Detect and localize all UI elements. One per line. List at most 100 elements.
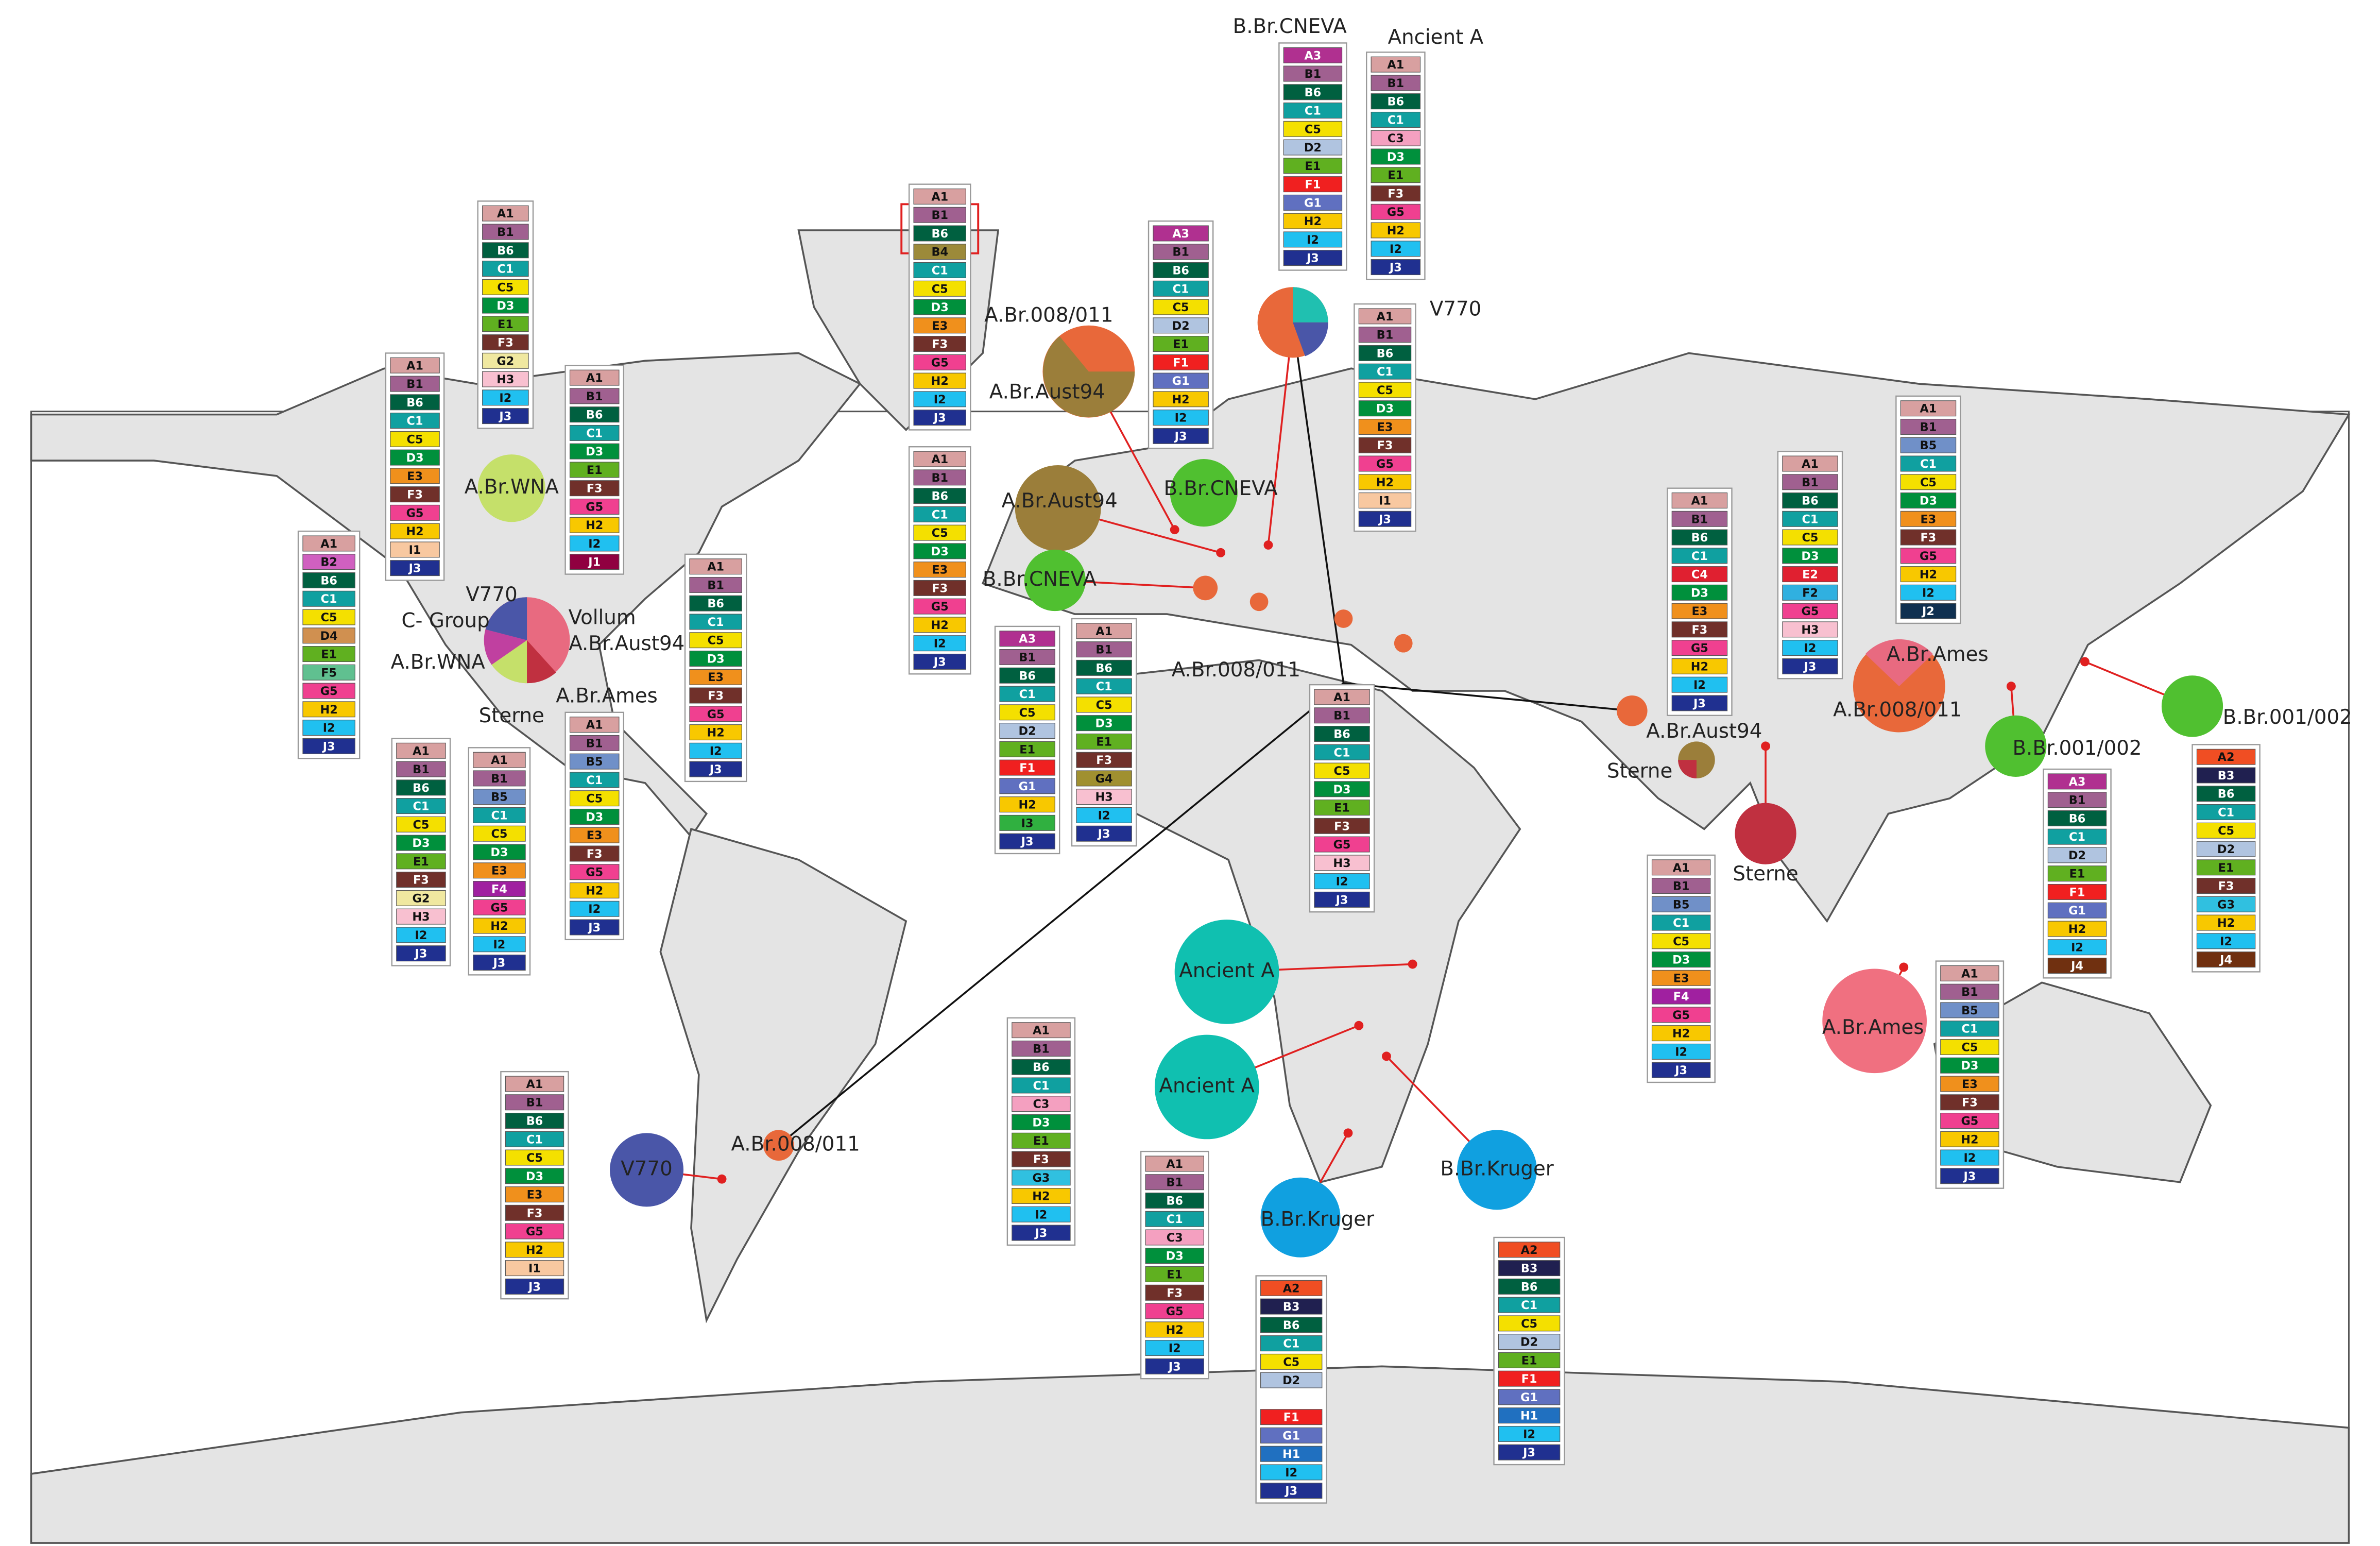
allele-cell	[1260, 1427, 1323, 1443]
allele-cell	[390, 560, 440, 576]
allele-cell	[1498, 1425, 1561, 1442]
allele-cell	[1900, 418, 1957, 435]
allele-cell	[1260, 1335, 1323, 1352]
cluster-label: A.Br.Aust94	[1646, 720, 1762, 743]
allele-cell	[1782, 492, 1838, 509]
allele-code: I2	[2071, 941, 2083, 955]
cluster-label: Ancient A	[1159, 1074, 1255, 1097]
allele-cell	[396, 853, 446, 870]
cluster	[1260, 1177, 1341, 1258]
allele-code: C1	[1388, 113, 1404, 127]
allele-cell	[302, 590, 355, 607]
allele-cell	[302, 683, 355, 699]
cluster-label: A.Br.Ames	[556, 684, 658, 707]
allele-cell	[1153, 336, 1209, 352]
allele-cell	[302, 720, 355, 736]
allele-code: G5	[1376, 457, 1394, 471]
allele-cell	[505, 1242, 564, 1258]
allele-code: E3	[527, 1188, 543, 1202]
allele-code: I2	[499, 392, 511, 405]
allele-code: C1	[2218, 806, 2234, 819]
allele-code: I1	[1379, 495, 1391, 508]
allele-code: C1	[1673, 916, 1689, 930]
allele-code: D4	[320, 630, 338, 643]
allele-cell	[473, 844, 526, 860]
allele-cell	[1076, 825, 1132, 842]
allele-cell	[1651, 1007, 1711, 1023]
allele-code: B5	[586, 755, 603, 769]
cluster-label: A.Br.WNA	[465, 475, 559, 499]
allele-code: A1	[707, 560, 724, 574]
allele-cell	[505, 1076, 564, 1092]
allele-cell	[473, 789, 526, 805]
allele-code: C5	[491, 827, 507, 841]
allele-code: B5	[1673, 898, 1690, 911]
allele-cell	[1314, 836, 1370, 853]
allele-cell	[913, 262, 966, 279]
allele-code: F1	[1283, 1411, 1299, 1424]
allele-code: F4	[1673, 990, 1689, 1004]
cluster-label: A.Br.008/011	[1833, 698, 1962, 721]
cluster	[1334, 609, 1353, 628]
allele-cell	[1940, 965, 1999, 981]
allele-cell	[473, 825, 526, 842]
allele-cell	[1940, 1131, 1999, 1147]
allele-cell	[390, 394, 440, 411]
allele-cell	[1651, 952, 1711, 968]
allele-cell	[2196, 841, 2256, 857]
cluster	[1174, 920, 1279, 1024]
allele-code: B6	[931, 227, 948, 241]
allele-code: D2	[1520, 1336, 1538, 1349]
allele-code: B1	[413, 763, 430, 776]
allele-cell	[1940, 983, 1999, 1000]
allele-code: I2	[1169, 1342, 1181, 1355]
allele-cell	[1498, 1297, 1561, 1313]
allele-cell	[569, 772, 620, 788]
allele-code: E3	[587, 829, 603, 842]
allele-cell	[1012, 1077, 1071, 1094]
allele-code: H3	[412, 910, 430, 924]
allele-cell	[1260, 1280, 1323, 1296]
site	[1354, 1021, 1364, 1030]
allele-cell	[1358, 327, 1412, 343]
allele-cell	[689, 687, 742, 704]
allele-code: J3	[498, 410, 511, 423]
allele-cell	[2196, 952, 2256, 968]
allele-code: D3	[406, 451, 423, 465]
allele-cell	[1076, 715, 1132, 732]
allele-cell	[1358, 511, 1412, 527]
allele-cell	[390, 449, 440, 466]
allele-cell	[1145, 1321, 1204, 1338]
allele-code: C1	[1283, 1337, 1299, 1351]
allele-code: C1	[2069, 830, 2085, 844]
pie-slice	[1865, 639, 1933, 687]
allele-cell	[1145, 1284, 1204, 1301]
allele-code: B6	[707, 597, 724, 610]
allele-code: B6	[1388, 95, 1405, 109]
allele-code: C5	[932, 526, 948, 540]
allele-cell	[913, 354, 966, 370]
cluster-label: A.Br.008/011	[731, 1133, 860, 1156]
allele-code: I2	[1804, 642, 1817, 655]
allele-code: D3	[1095, 717, 1113, 730]
allele-code: B6	[497, 244, 514, 258]
allele-code: I2	[588, 903, 601, 916]
allele-code: C1	[932, 508, 948, 521]
cluster-label: V770	[466, 583, 517, 606]
allele-code: E1	[2218, 861, 2234, 875]
cluster-label: B.Br.CNEVA	[1164, 477, 1278, 500]
allele-code: A1	[586, 719, 603, 732]
allele-code: A1	[1673, 861, 1690, 875]
allele-cell	[482, 242, 529, 259]
allele-code: B5	[1961, 1004, 1978, 1017]
cluster-label: V770	[621, 1157, 672, 1180]
allele-cell	[1498, 1370, 1561, 1387]
allele-cell	[913, 299, 966, 315]
allele-code: J4	[2219, 954, 2232, 967]
allele-cell	[302, 664, 355, 681]
allele-cell	[1940, 1057, 1999, 1074]
allele-cell	[1012, 1114, 1071, 1130]
allele-cell	[1671, 584, 1728, 601]
allele-cell	[1076, 696, 1132, 713]
